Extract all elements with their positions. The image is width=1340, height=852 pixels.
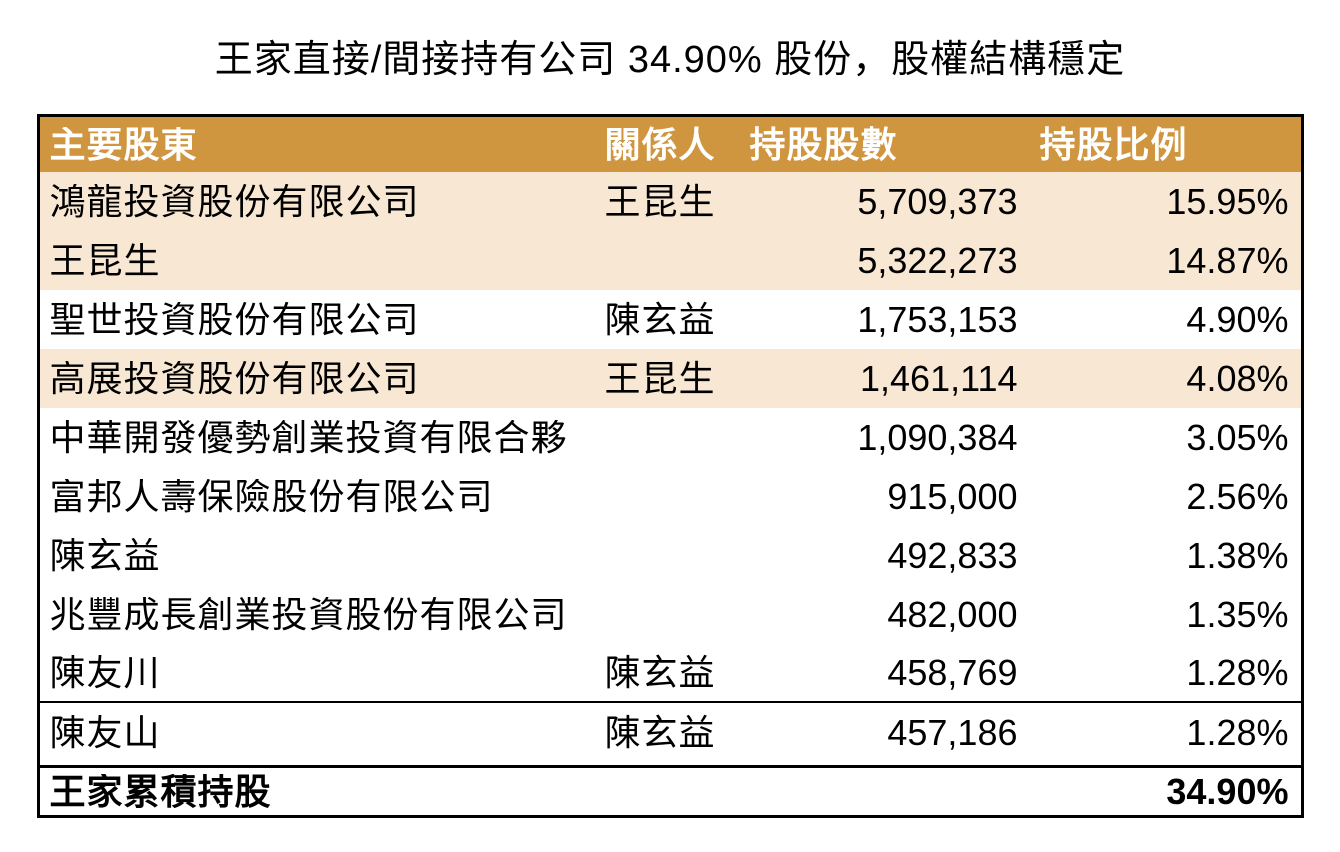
table-row: 陳友山 陳玄益 457,186 1.28%	[39, 703, 1301, 762]
table-row: 陳友川 陳玄益 458,769 1.28%	[39, 644, 1301, 703]
shares-cell: 5,322,273	[857, 239, 1018, 281]
table-row: 王昆生 5,322,273 14.87%	[39, 231, 1301, 290]
table-row: 鴻龍投資股份有限公司 王昆生 5,709,373 15.95%	[39, 172, 1301, 231]
table-body: 鴻龍投資股份有限公司 王昆生 5,709,373 15.95% 王昆生 5,32…	[39, 172, 1301, 762]
table-row: 聖世投資股份有限公司 陳玄益 1,753,153 4.90%	[39, 290, 1301, 349]
column-header-related: 關係人	[604, 123, 716, 165]
shareholder-cell: 中華開發優勢創業投資有限合夥	[49, 419, 568, 456]
table-row: 高展投資股份有限公司 王昆生 1,461,114 4.08%	[39, 349, 1301, 408]
shares-cell: 5,709,373	[857, 180, 1018, 222]
page-title: 王家直接/間接持有公司 34.90% 股份，股權結構穩定	[214, 39, 1126, 81]
shareholder-table: 主要股東 關係人 持股股數 持股比例 鴻龍投資股份有限公司 王昆生 5,709,…	[36, 114, 1304, 818]
shareholder-cell: 陳玄益	[49, 537, 161, 574]
shareholder-cell: 鴻龍投資股份有限公司	[49, 183, 420, 220]
shares-cell: 458,769	[887, 651, 1018, 693]
shareholder-cell: 兆豐成長創業投資股份有限公司	[49, 596, 568, 633]
pct-cell: 3.05%	[1186, 416, 1289, 458]
related-cell: 王昆生	[604, 180, 716, 222]
pct-cell: 1.35%	[1186, 593, 1289, 635]
shares-cell: 1,090,384	[857, 416, 1018, 458]
pct-cell: 14.87%	[1166, 239, 1289, 281]
shares-cell: 1,461,114	[860, 357, 1018, 399]
related-cell: 陳玄益	[604, 711, 716, 753]
shareholder-cell: 陳友山	[49, 714, 161, 751]
pct-cell: 1.38%	[1186, 534, 1289, 576]
shareholder-cell: 王昆生	[49, 242, 161, 279]
column-header-ratio: 持股比例	[1039, 123, 1188, 165]
footer-label: 王家累積持股	[49, 773, 272, 810]
column-header-shareholder: 主要股東	[49, 126, 198, 163]
table-row: 陳玄益 492,833 1.38%	[39, 526, 1301, 585]
shareholder-cell: 富邦人壽保險股份有限公司	[49, 478, 494, 515]
shares-cell: 915,000	[887, 475, 1018, 517]
related-cell: 陳玄益	[604, 651, 716, 693]
related-cell: 王昆生	[604, 357, 716, 399]
shares-cell: 492,833	[887, 534, 1018, 576]
pct-cell: 1.28%	[1186, 651, 1289, 693]
shares-cell: 1,753,153	[857, 298, 1018, 340]
table-row: 兆豐成長創業投資股份有限公司 482,000 1.35%	[39, 585, 1301, 644]
pct-cell: 4.90%	[1186, 298, 1289, 340]
shares-cell: 482,000	[887, 593, 1018, 635]
shareholder-cell: 高展投資股份有限公司	[49, 360, 420, 397]
table-row: 中華開發優勢創業投資有限合夥 1,090,384 3.05%	[39, 408, 1301, 467]
pct-cell: 15.95%	[1166, 180, 1289, 222]
pct-cell: 4.08%	[1186, 357, 1289, 399]
pct-cell: 1.28%	[1186, 711, 1289, 753]
footer-total-pct: 34.90%	[1166, 770, 1289, 812]
pct-cell: 2.56%	[1186, 475, 1289, 517]
related-cell: 陳玄益	[604, 298, 716, 340]
column-header-shares: 持股股數	[749, 123, 898, 165]
table-row: 富邦人壽保險股份有限公司 915,000 2.56%	[39, 467, 1301, 526]
table-header-row: 主要股東 關係人 持股股數 持股比例	[39, 117, 1301, 172]
shareholder-cell: 聖世投資股份有限公司	[49, 301, 420, 338]
shareholder-cell: 陳友川	[49, 654, 161, 691]
shares-cell: 457,186	[887, 711, 1018, 753]
table-footer-row: 王家累積持股 34.90%	[39, 765, 1301, 815]
